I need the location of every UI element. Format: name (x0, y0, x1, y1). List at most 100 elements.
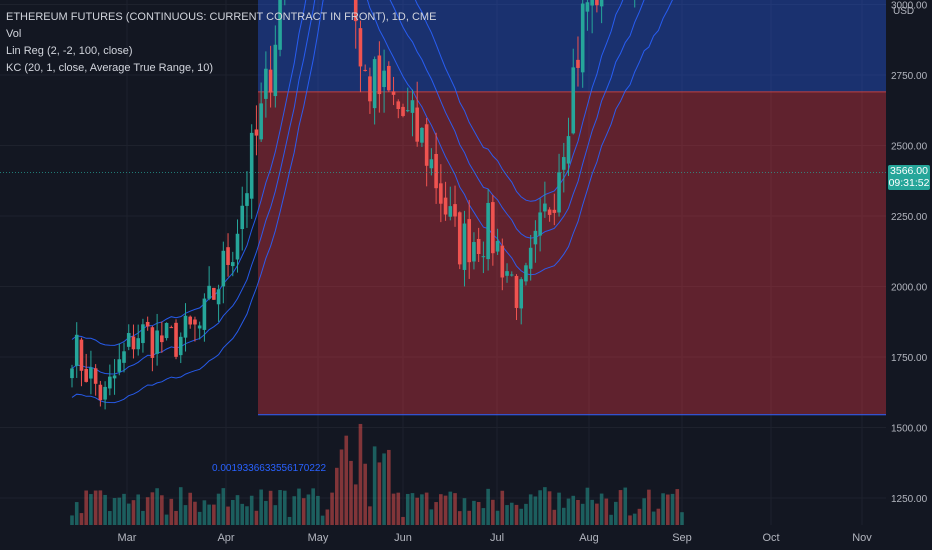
candle-body (353, 0, 358, 22)
candle-body (439, 183, 443, 204)
candle-body (491, 202, 495, 254)
volume-bar (580, 503, 585, 525)
candle-body (197, 325, 202, 329)
candle-body (216, 289, 221, 305)
volume-bar (401, 516, 405, 525)
time-tick-label: Mar (118, 532, 137, 544)
candle-body (462, 223, 467, 270)
volume-bar (183, 505, 188, 525)
candle-body (212, 287, 216, 300)
keltner-lower (71, 0, 673, 404)
volume-bar (335, 467, 339, 525)
candle-body (70, 368, 74, 379)
keltner-mid (71, 0, 645, 375)
volume-bar (103, 494, 107, 525)
price-tick-label: 2500.00 (891, 142, 928, 153)
volume-bar (552, 509, 557, 525)
regression-annotation: 0.0019336633556170222 (212, 463, 326, 474)
volume-bar (637, 508, 642, 525)
candle-body (396, 101, 401, 110)
time-axis[interactable]: Mar Apr May Jun Jul Aug Sep Oct Nov (118, 532, 873, 544)
price-tick-label: 1500.00 (891, 424, 928, 435)
candle-body (524, 265, 528, 282)
volume-bar (108, 511, 112, 525)
candle-body (145, 321, 150, 327)
volume-bar (557, 492, 561, 525)
candle-body (112, 375, 117, 379)
indicator-linreg[interactable]: Lin Reg (2, -2, 100, close) (6, 45, 133, 57)
volume-bar (112, 498, 117, 525)
candle-body (89, 367, 93, 379)
volume-bar (651, 511, 656, 525)
volume-bar (533, 496, 538, 525)
volume-bar (472, 500, 476, 525)
volume-bar (311, 488, 315, 525)
time-tick-label: Apr (217, 532, 234, 544)
volume-bar (325, 509, 330, 525)
candle-body (486, 202, 490, 260)
volume-bar (448, 491, 453, 525)
candle-body (150, 327, 155, 358)
volume-bar (481, 508, 486, 525)
volume-bar (268, 490, 273, 525)
candle-body (183, 315, 188, 338)
candle-body (188, 316, 193, 325)
candle-body (495, 240, 500, 252)
indicator-keltner[interactable]: KC (20, 1, close, Average True Range, 10… (6, 62, 214, 74)
volume-bar (230, 499, 235, 525)
volume-bar (505, 505, 509, 525)
candle-body (533, 230, 538, 245)
volume-bar (405, 493, 410, 525)
time-tick-label: Jul (490, 532, 504, 544)
volume-bar (566, 498, 571, 525)
volume-bar (377, 462, 382, 525)
volume-bar (349, 460, 353, 525)
volume-bar (647, 489, 651, 525)
candle-body (268, 69, 273, 93)
candle-body (84, 368, 88, 382)
volume-bar (344, 435, 349, 525)
candle-body (160, 335, 164, 343)
volume-bar (169, 498, 174, 525)
volume-bar (292, 496, 297, 525)
candle-body (547, 209, 552, 215)
candle-body (136, 338, 141, 350)
volume-bar (79, 513, 84, 525)
volume-bar (70, 515, 74, 525)
price-tick-label: 1250.00 (891, 494, 928, 505)
candle-body (443, 197, 448, 215)
volume-bar (282, 490, 287, 525)
volume-bar (98, 490, 103, 525)
time-tick-label: Nov (852, 532, 872, 544)
symbol-title[interactable]: ETHEREUM FUTURES (CONTINUOUS: CURRENT CO… (6, 11, 437, 23)
volume-bar (197, 511, 202, 525)
volume-bar (254, 510, 259, 525)
volume-bar (202, 500, 207, 525)
volume-bar (500, 490, 505, 525)
volume-bar (576, 499, 580, 525)
volume-bar (666, 494, 670, 525)
candle-body (391, 91, 396, 95)
candle-body (363, 69, 367, 71)
volume-bar (339, 449, 344, 525)
volume-bar (609, 514, 613, 525)
indicator-volume[interactable]: Vol (6, 28, 22, 40)
candle-body (424, 124, 429, 166)
volume-bar (429, 509, 434, 525)
volume-bar (93, 490, 98, 525)
candle-body (595, 0, 599, 6)
candle-body (519, 279, 524, 309)
volume-bar (670, 493, 675, 525)
volume-bar (590, 499, 594, 525)
candle-body (505, 271, 509, 276)
candle-body (509, 274, 514, 276)
candle-body (235, 233, 240, 260)
candle-body (382, 70, 386, 88)
candle-body (202, 298, 207, 330)
candle-body (481, 256, 486, 258)
volume-bar (368, 506, 372, 525)
price-axis[interactable]: 1250.00 1500.00 1750.00 2000.00 2250.00 2500.… (891, 0, 928, 506)
candle-body (410, 100, 415, 113)
